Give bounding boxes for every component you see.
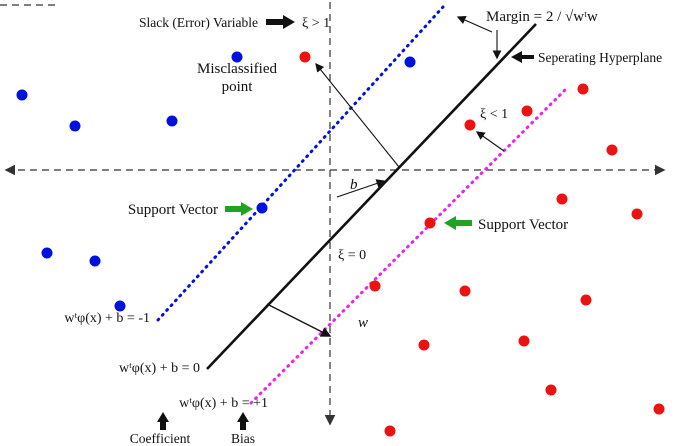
blue-data-point: [231, 51, 243, 63]
equation-margin-positive: wᵗφ(x) + b = +1: [179, 396, 268, 411]
equation-hyperplane: wᵗφ(x) + b = 0: [119, 361, 200, 376]
margin-line-positive: [249, 85, 570, 405]
blue-points: [16, 51, 416, 312]
blue-data-point: [114, 300, 126, 312]
coefficient-label: Coefficient: [130, 431, 191, 446]
w-vector-arrow: [266, 303, 332, 337]
separating-hyperplane-label: Seperating Hyperplane: [538, 50, 662, 65]
xi-lt-1-label: ξ < 1: [480, 107, 508, 122]
red-data-point: [299, 51, 311, 63]
red-data-point: [545, 384, 557, 396]
bias-b-arrow: [336, 179, 386, 198]
support-vector-right-arrow-icon: [444, 216, 472, 230]
red-data-point: [369, 280, 381, 292]
red-data-point: [580, 294, 592, 306]
red-data-point: [424, 217, 436, 229]
slack-variable-arrow-icon: [266, 15, 295, 29]
red-data-point: [653, 403, 665, 415]
red-data-point: [577, 83, 589, 95]
red-data-point: [464, 119, 476, 131]
blue-data-point: [89, 255, 101, 267]
blue-data-point: [69, 120, 81, 132]
w-vector-label: w: [358, 315, 368, 331]
coefficient-arrow-icon: [157, 412, 169, 430]
misclassified-point-label-line1: Misclassified: [197, 61, 277, 77]
red-data-point: [384, 425, 396, 437]
red-data-point: [556, 193, 568, 205]
blue-data-point: [41, 247, 53, 259]
red-data-point: [606, 144, 618, 156]
margin-line-negative: [156, 5, 445, 322]
blue-data-point: [166, 115, 178, 127]
red-data-point: [518, 335, 530, 347]
bias-b-label: b: [350, 177, 358, 193]
misclassified-point-label-line2: point: [222, 79, 254, 95]
slack-variable-label: Slack (Error) Variable: [139, 15, 258, 30]
slack-distance-arrow: [315, 62, 400, 168]
bias-arrow-icon: [237, 412, 249, 430]
blue-data-point: [256, 202, 268, 214]
separating-hyperplane-arrow-icon: [511, 51, 534, 63]
support-vector-right-label: Support Vector: [478, 217, 568, 233]
red-points: [299, 51, 665, 437]
red-data-point: [459, 285, 471, 297]
xi-gt-1-label: ξ > 1: [302, 16, 330, 31]
red-data-point: [521, 105, 533, 117]
blue-data-point: [16, 89, 28, 101]
equation-margin-negative: wᵗφ(x) + b = -1: [64, 311, 150, 326]
margin-leader-to-margin-line: [456, 15, 493, 33]
support-vector-left-arrow-icon: [225, 202, 253, 216]
margin-label: Margin = 2 / √wᵗw: [486, 9, 598, 25]
red-data-point: [631, 208, 643, 220]
blue-data-point: [404, 56, 416, 68]
xi-lt-1-arrow: [475, 131, 505, 152]
red-data-point: [418, 339, 430, 351]
xi-eq-0-label: ξ = 0: [338, 248, 366, 263]
support-vector-left-label: Support Vector: [128, 202, 218, 218]
separating-hyperplane-line: [206, 23, 537, 370]
bias-label: Bias: [231, 431, 255, 446]
